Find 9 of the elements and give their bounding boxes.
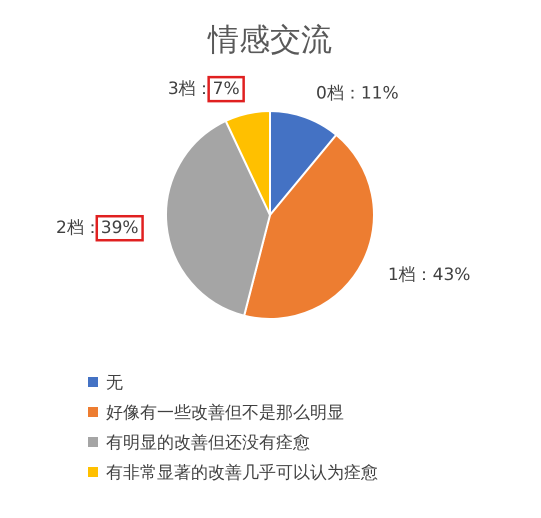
data-label: 3档：7% bbox=[168, 79, 240, 100]
legend-label: 无 bbox=[106, 373, 123, 393]
data-label: 2档：39% bbox=[56, 218, 139, 238]
legend-label: 好像有一些改善但不是那么明显 bbox=[106, 403, 344, 423]
data-label: 0档：11% bbox=[316, 84, 399, 104]
legend-label: 有明显的改善但还没有痊愈 bbox=[106, 433, 310, 453]
chart-title: 情感交流 bbox=[207, 22, 332, 58]
data-label: 1档：43% bbox=[388, 265, 470, 286]
legend-label: 有非常显著的改善几乎可以认为痊愈 bbox=[106, 463, 378, 483]
